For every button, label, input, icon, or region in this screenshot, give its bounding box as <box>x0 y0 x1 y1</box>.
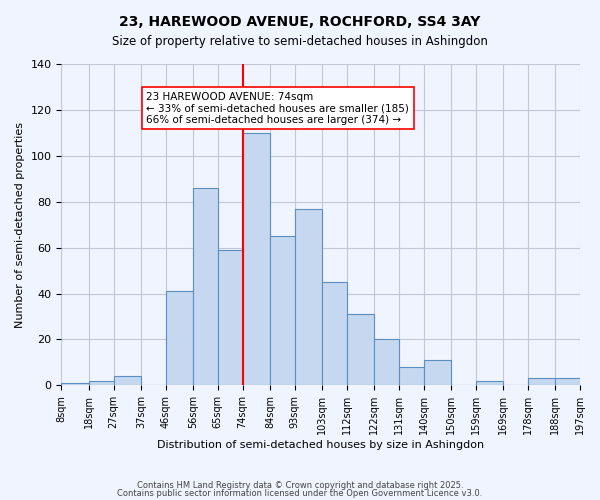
Bar <box>476 381 503 386</box>
Bar <box>556 378 580 386</box>
Y-axis label: Number of semi-detached properties: Number of semi-detached properties <box>15 122 25 328</box>
Text: Contains HM Land Registry data © Crown copyright and database right 2025.: Contains HM Land Registry data © Crown c… <box>137 481 463 490</box>
Bar <box>218 250 242 386</box>
Bar <box>193 188 218 386</box>
Bar <box>528 378 556 386</box>
Bar <box>399 367 424 386</box>
Text: Size of property relative to semi-detached houses in Ashingdon: Size of property relative to semi-detach… <box>112 35 488 48</box>
Text: 23 HAREWOOD AVENUE: 74sqm
← 33% of semi-detached houses are smaller (185)
66% of: 23 HAREWOOD AVENUE: 74sqm ← 33% of semi-… <box>146 92 409 124</box>
Bar <box>89 381 113 386</box>
Bar <box>166 291 193 386</box>
X-axis label: Distribution of semi-detached houses by size in Ashingdon: Distribution of semi-detached houses by … <box>157 440 484 450</box>
Bar <box>61 383 89 386</box>
Bar <box>242 133 270 386</box>
Bar <box>347 314 374 386</box>
Text: Contains public sector information licensed under the Open Government Licence v3: Contains public sector information licen… <box>118 488 482 498</box>
Bar <box>424 360 451 386</box>
Bar <box>322 282 347 386</box>
Bar <box>270 236 295 386</box>
Bar <box>295 208 322 386</box>
Bar <box>374 340 399 386</box>
Bar <box>113 376 141 386</box>
Text: 23, HAREWOOD AVENUE, ROCHFORD, SS4 3AY: 23, HAREWOOD AVENUE, ROCHFORD, SS4 3AY <box>119 15 481 29</box>
